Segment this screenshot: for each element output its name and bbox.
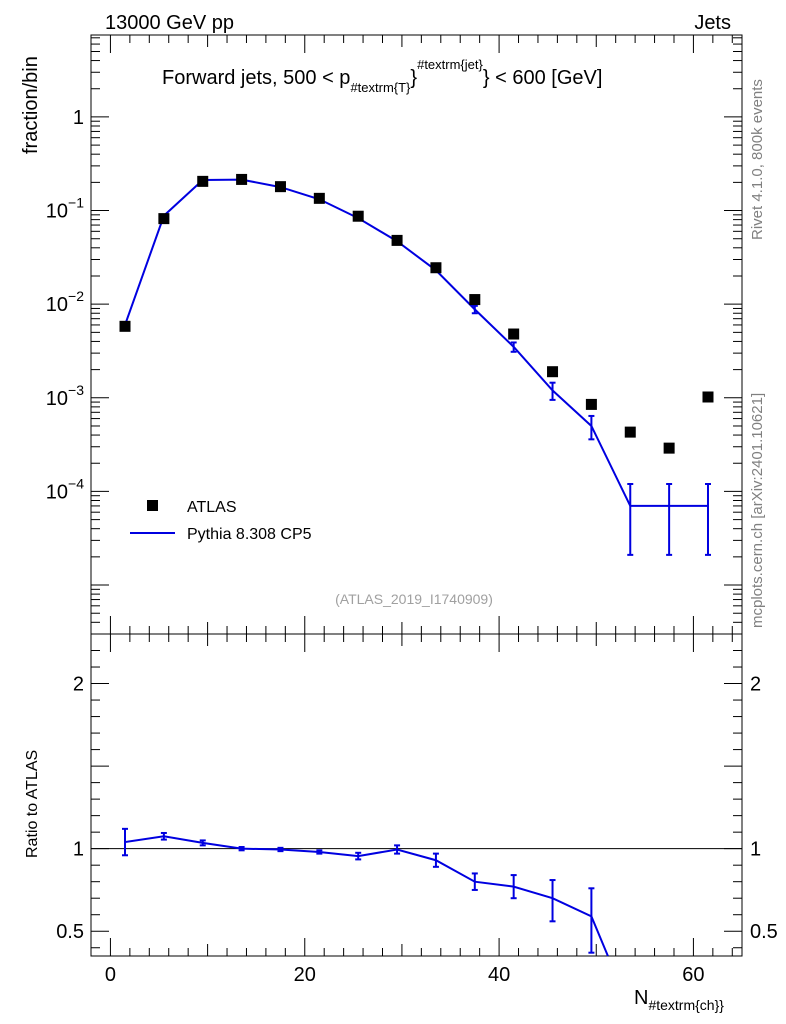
title-brace: }	[410, 67, 417, 89]
title-pre: Forward jets, 500 < p	[162, 67, 350, 89]
legend: ATLAS Pythia 8.308 CP5	[130, 499, 312, 543]
data-point	[158, 213, 170, 225]
title-sub: #textrm{T}	[350, 80, 411, 95]
title-sup: #textrm{jet}	[417, 57, 483, 72]
mcplots-label: mcplots.cern.ch [arXiv:2401.10621]	[749, 393, 766, 628]
legend-mc-label: Pythia 8.308 CP5	[187, 526, 312, 543]
x-tick-label: 0	[105, 964, 116, 986]
data-point	[702, 391, 714, 403]
main-y-tick-label: 10−3	[46, 382, 84, 410]
main-y-label: fraction/bin	[20, 56, 42, 154]
x-label-sub: #textrm{ch}}	[648, 997, 724, 1013]
x-tick-label: 20	[294, 964, 316, 986]
ratio-axes: 0 20 40 60 0.5 0.5 1 1 2 2	[56, 633, 778, 986]
data-point	[391, 234, 403, 246]
data-point	[197, 175, 209, 187]
ratio-y-tick-label: 0.5	[56, 921, 84, 943]
main-y-tick-label: 10−2	[46, 288, 84, 316]
main-y-tick-label: 10−4	[46, 475, 84, 503]
main-frame	[90, 34, 743, 635]
data-point	[352, 210, 364, 222]
x-axis-label: N#textrm{ch}}	[634, 987, 724, 1013]
watermark: (ATLAS_2019_I1740909)	[335, 591, 493, 607]
data-point	[508, 328, 520, 340]
data-point	[274, 181, 286, 193]
data-point	[313, 192, 325, 204]
data-point	[663, 442, 675, 454]
header-left: 13000 GeV pp	[105, 12, 234, 34]
ratio-y-tick-label-right: 0.5	[750, 921, 778, 943]
ratio-y-tick-label: 2	[73, 674, 84, 696]
ratio-line	[124, 835, 609, 957]
data-point	[430, 262, 442, 274]
legend-data-marker	[147, 500, 158, 511]
data-point	[624, 426, 636, 438]
ratio-frame	[90, 633, 743, 957]
data-point	[469, 294, 481, 306]
mc-line	[124, 178, 708, 507]
main-y-tick-label: 1	[73, 107, 84, 129]
legend-data-label: ATLAS	[187, 499, 237, 516]
title-post: } < 600 [GeV]	[483, 67, 603, 89]
ratio-y-label: Ratio to ATLAS	[24, 750, 41, 858]
ratio-y-tick-label: 1	[73, 839, 84, 861]
data-point	[585, 398, 597, 410]
x-tick-label: 60	[682, 964, 704, 986]
header-right: Jets	[694, 12, 731, 34]
main-title: Forward jets, 500 < p#textrm{T}}#textrm{…	[162, 57, 602, 95]
data-point	[119, 320, 131, 332]
data-point	[236, 173, 248, 185]
main-y-tick-label: 10−1	[46, 195, 84, 223]
ratio-y-tick-label-right: 1	[750, 839, 761, 861]
x-label-main: N	[634, 987, 648, 1009]
ratio-y-tick-label-right: 2	[750, 674, 761, 696]
rivet-label: Rivet 4.1.0, 800k events	[749, 79, 766, 240]
main-axes: 1 10−1 10−2 10−3 10−4	[46, 34, 743, 635]
x-tick-label: 40	[488, 964, 510, 986]
data-point	[547, 366, 559, 378]
